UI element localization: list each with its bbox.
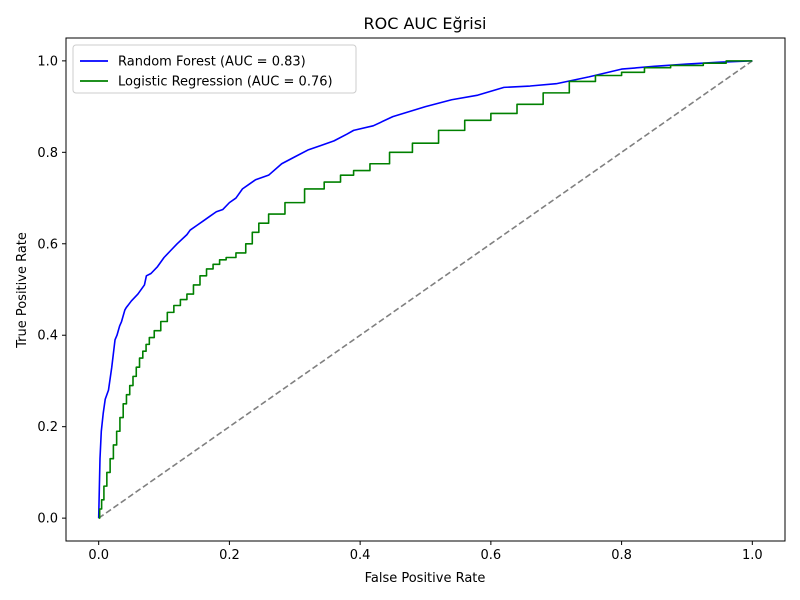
x-tick-label: 0.4 [350, 548, 371, 563]
legend-box [72, 44, 357, 94]
legend: Random Forest (AUC = 0.83) Logistic Regre… [72, 44, 357, 94]
x-axis-label: False Positive Rate [365, 571, 486, 586]
y-tick-label: 0.8 [37, 146, 58, 161]
x-tick-label: 1.0 [742, 548, 763, 563]
series-lines [97, 60, 753, 519]
y-tick-label: 0.0 [37, 512, 58, 527]
series-line-random-forest [97, 60, 753, 519]
series-line-logistic-regression [98, 60, 753, 519]
x-tick-label: 0.0 [88, 548, 109, 563]
x-axis-ticks: 0.0 0.2 0.4 0.6 0.8 1.0 [88, 541, 763, 563]
y-tick-label: 0.4 [37, 329, 58, 344]
y-axis-label: True Positive Rate [15, 232, 30, 349]
plot-frame [65, 37, 786, 542]
x-tick-label: 0.6 [481, 548, 502, 563]
legend-label: Random Forest (AUC = 0.83) [118, 55, 306, 70]
y-tick-label: 1.0 [37, 54, 58, 69]
y-axis-ticks: 0.0 0.2 0.4 0.6 0.8 1.0 [37, 54, 66, 527]
chart-title: ROC AUC Eğrisi [364, 14, 487, 33]
legend-label: Logistic Regression (AUC = 0.76) [118, 75, 333, 90]
x-tick-label: 0.2 [219, 548, 240, 563]
x-tick-label: 0.8 [611, 548, 632, 563]
y-tick-label: 0.6 [37, 237, 58, 252]
plot-area [65, 37, 786, 542]
y-tick-label: 0.2 [37, 420, 58, 435]
reference-diagonal-line [98, 60, 753, 519]
